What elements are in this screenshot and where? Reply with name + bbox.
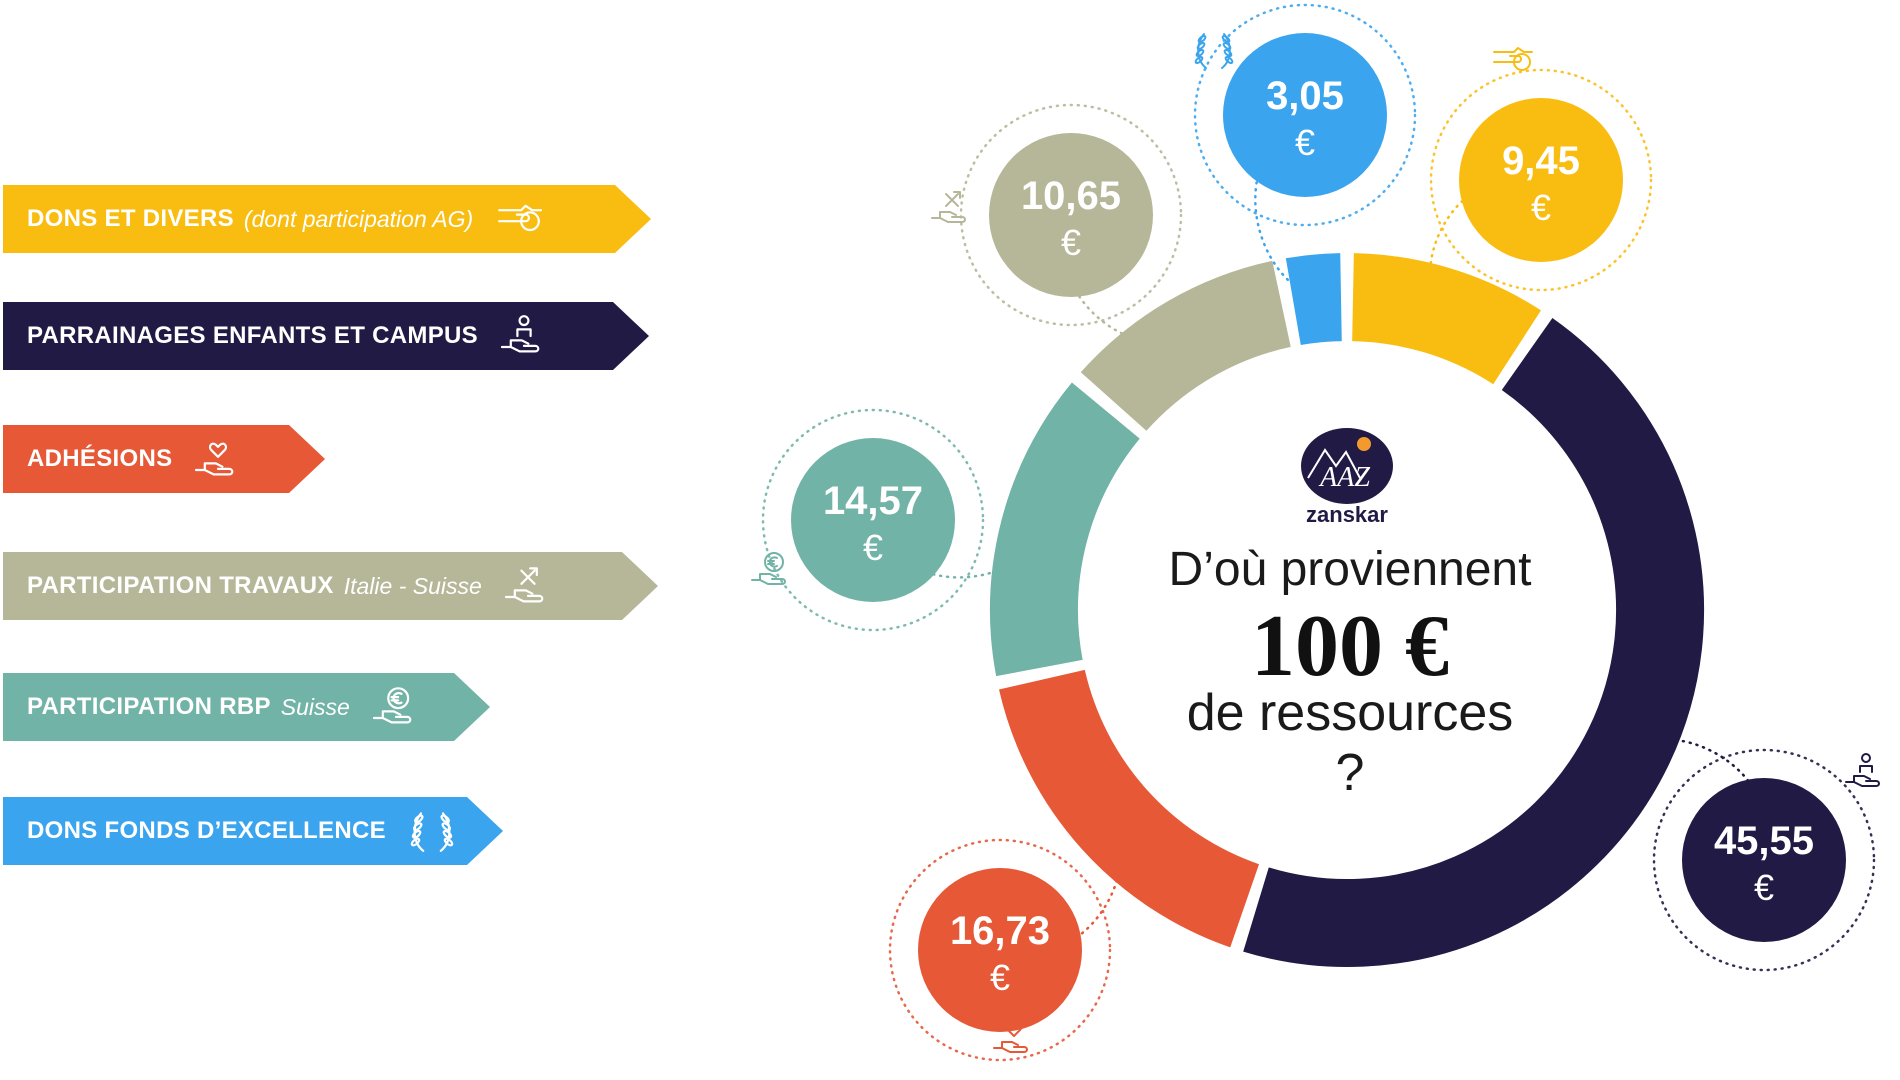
- legend-label: PARRAINAGES ENFANTS ET CAMPUS: [27, 322, 478, 349]
- child-hand-icon: [1845, 753, 1880, 787]
- dotted-halo: [959, 103, 1183, 327]
- center-line4: ?: [1336, 744, 1365, 802]
- center-line3: de ressources: [1187, 684, 1514, 742]
- sun-icon: [1357, 437, 1371, 451]
- unit-label: €: [1061, 222, 1081, 263]
- value-bubble: [918, 868, 1082, 1032]
- value-bubble: [1223, 33, 1387, 197]
- legend-item: PARRAINAGES ENFANTS ET CAMPUS: [3, 302, 649, 370]
- data-label: 10,65: [1021, 174, 1121, 218]
- coin-hand-icon: [491, 197, 547, 241]
- mountain-icon: [1307, 448, 1361, 479]
- unit-label: €: [1531, 187, 1551, 228]
- value-bubble: [1682, 778, 1846, 942]
- legend-label: DONS FONDS D’EXCELLENCE: [27, 817, 386, 844]
- heart-hand-icon: [190, 437, 246, 481]
- legend-label: DONS ET DIVERS: [27, 205, 234, 232]
- value-bubble: [1459, 98, 1623, 262]
- laurel-icon: [1194, 33, 1234, 69]
- legend-label: ADHÉSIONS: [27, 445, 173, 472]
- value-bubble: [989, 133, 1153, 297]
- dotted-halo: [1429, 68, 1653, 292]
- center-line1: D’où proviennent: [1169, 543, 1532, 596]
- dotted-connector: [1627, 737, 1769, 862]
- data-label: 14,57: [823, 479, 923, 523]
- legend-item: PARTICIPATION RBP Suisse: [3, 673, 490, 741]
- dotted-halo: [761, 408, 985, 632]
- donut-segment: [990, 382, 1141, 677]
- legend-item: ADHÉSIONS: [3, 425, 325, 493]
- unit-label: €: [1754, 867, 1774, 908]
- dotted-connector: [1254, 113, 1319, 300]
- unit-label: €: [990, 957, 1010, 998]
- zanskar-logo: AAZ zanskar: [1301, 428, 1393, 527]
- legend-item: PARTICIPATION TRAVAUX Italie - Suisse: [3, 552, 658, 620]
- logo-letters: AAZ: [1318, 462, 1370, 493]
- heart-hand-icon: [993, 1023, 1028, 1053]
- data-label: 9,45: [1502, 139, 1580, 183]
- euro-hand-icon: [751, 552, 786, 585]
- data-label: 3,05: [1266, 74, 1344, 118]
- legend: DONS ET DIVERS (dont participation AG) PAR…: [0, 0, 700, 1080]
- legend-sublabel: Suisse: [280, 693, 350, 720]
- donut-segment: [1080, 260, 1292, 432]
- euro-hand-icon: [368, 685, 424, 729]
- laurel-icon: [404, 809, 460, 853]
- data-label: 16,73: [950, 909, 1050, 953]
- legend-sublabel: Italie - Suisse: [343, 572, 482, 599]
- tools-hand-icon: [931, 191, 966, 223]
- legend-item: DONS ET DIVERS (dont participation AG): [3, 185, 651, 253]
- dotted-halo: [1193, 3, 1417, 227]
- legend-label: PARTICIPATION TRAVAUX: [27, 572, 334, 599]
- tools-hand-icon: [500, 564, 556, 608]
- child-hand-icon: [496, 314, 552, 358]
- unit-label: €: [863, 527, 883, 568]
- legend-sublabel: (dont participation AG): [243, 205, 474, 232]
- data-label: 45,55: [1714, 819, 1814, 863]
- dotted-halo: [888, 838, 1112, 1062]
- coin-hand-icon: [1493, 47, 1533, 71]
- legend-item: DONS FONDS D’EXCELLENCE: [3, 797, 503, 865]
- legend-label: PARTICIPATION RBP: [27, 693, 271, 720]
- center-line2: 100 €: [1251, 598, 1449, 695]
- unit-label: €: [1295, 122, 1315, 163]
- value-bubble: [791, 438, 955, 602]
- dotted-halo: [1652, 748, 1876, 972]
- logo-name: zanskar: [1306, 502, 1388, 527]
